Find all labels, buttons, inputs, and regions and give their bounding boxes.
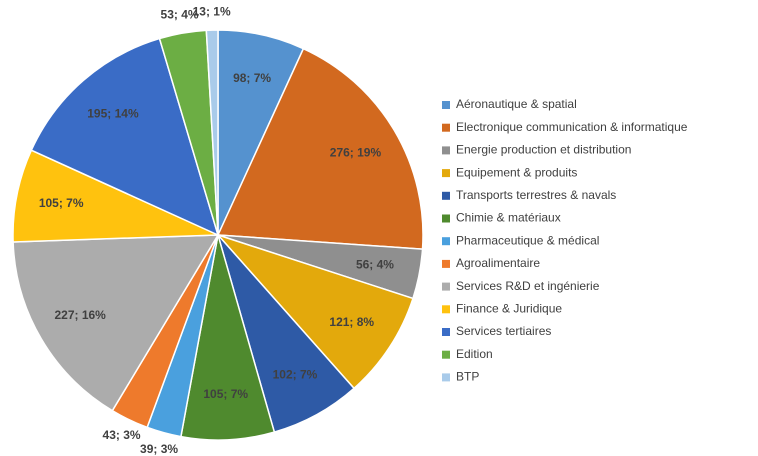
pie-slice	[215, 233, 414, 390]
pie-slice	[30, 37, 220, 237]
data-label: 39; 3%	[140, 442, 178, 456]
pie-slice	[205, 29, 219, 236]
legend-swatch	[442, 282, 450, 291]
legend-label: Agroalimentaire	[456, 256, 540, 270]
legend-swatch	[442, 146, 450, 155]
pie-slice	[216, 47, 424, 250]
legend-swatch	[442, 328, 450, 336]
pie-slice	[12, 234, 220, 412]
legend-label: Chimie & matériaux	[456, 211, 561, 225]
data-label: 195; 14%	[87, 107, 139, 121]
legend-label: Transports terrestres & navals	[456, 188, 616, 202]
data-label: 121; 8%	[329, 315, 374, 329]
legend-swatch	[442, 350, 450, 359]
data-label: 56; 4%	[356, 258, 394, 272]
data-label: 53; 4%	[161, 8, 199, 22]
data-label: 276; 19%	[330, 146, 382, 160]
legend-swatch	[442, 101, 450, 109]
legend-label: Equipement & produits	[456, 165, 577, 179]
data-label: 13; 1%	[193, 4, 231, 18]
legend-swatch	[442, 305, 450, 314]
legend-swatch	[442, 237, 450, 246]
data-label: 98; 7%	[233, 71, 271, 85]
legend-label: Aéronautique & spatial	[456, 97, 577, 111]
data-label: 105; 7%	[39, 196, 84, 210]
legend-label: BTP	[456, 370, 479, 384]
legend-swatch	[442, 169, 450, 178]
legend-label: Pharmaceutique & médical	[456, 233, 599, 247]
data-label: 227; 16%	[54, 308, 106, 322]
legend-label: Services R&D et ingénierie	[456, 279, 600, 293]
legend-label: Finance & Juridique	[456, 301, 562, 315]
legend-swatch	[442, 373, 450, 382]
data-label: 102; 7%	[273, 367, 318, 381]
data-label: 43; 3%	[103, 428, 141, 442]
legend-label: Electronique communication & informatiqu…	[456, 120, 688, 134]
legend-swatch	[442, 123, 450, 132]
legend-swatch	[442, 259, 450, 268]
legend-swatch	[442, 191, 450, 200]
legend-label: Services tertiaires	[456, 324, 551, 338]
data-label: 105; 7%	[203, 387, 248, 401]
legend-swatch	[442, 214, 450, 223]
legend-label: Energie production et distribution	[456, 143, 631, 157]
legend-label: Edition	[456, 347, 493, 361]
